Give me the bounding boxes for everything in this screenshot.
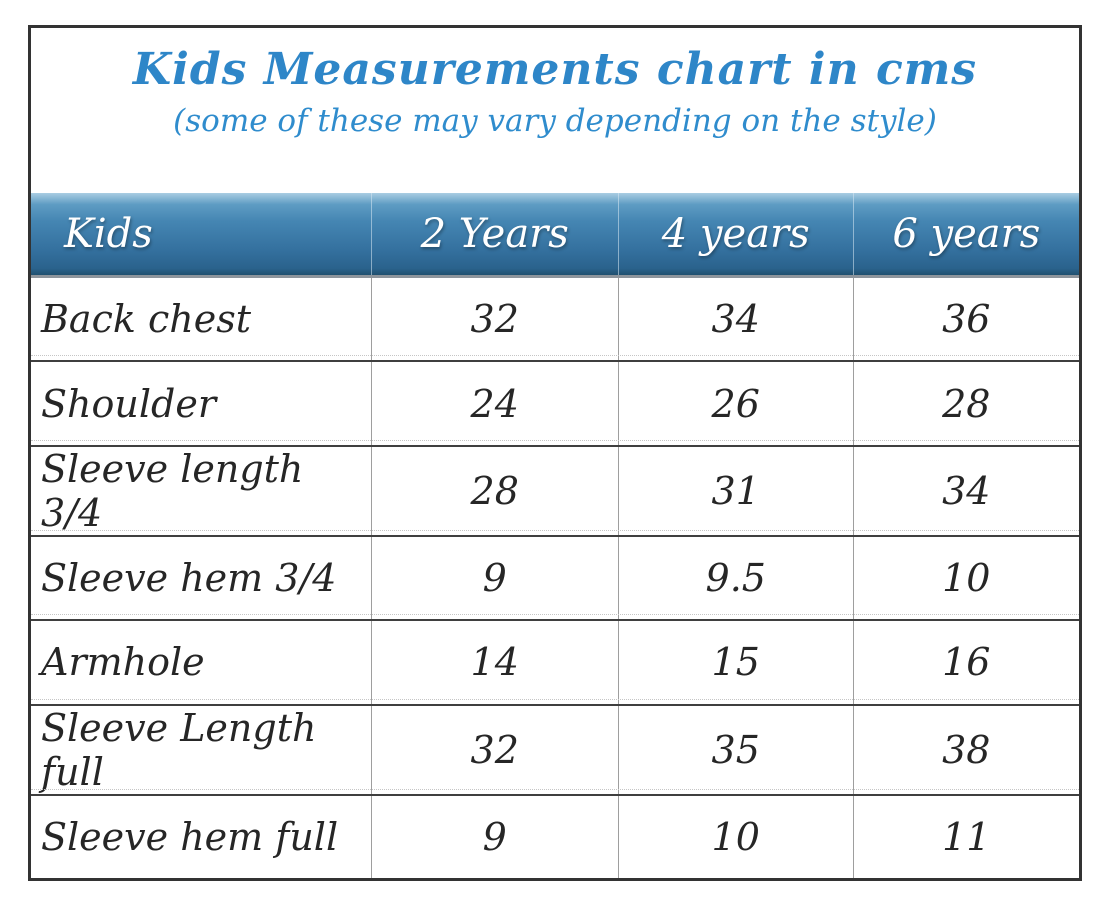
measurement-table: Kids 2 Years 4 years 6 years Back chest … bbox=[31, 193, 1079, 879]
table-header-row: Kids 2 Years 4 years 6 years bbox=[31, 193, 1079, 278]
cell-value: 31 bbox=[617, 446, 853, 535]
cell-value: 32 bbox=[370, 705, 618, 794]
cell-value: 10 bbox=[617, 795, 853, 879]
table-row-back-chest: Back chest 32 34 36 bbox=[31, 278, 1079, 363]
row-label: Shoulder bbox=[41, 381, 216, 426]
cell-value: 28 bbox=[852, 362, 1079, 445]
row-label: Sleeve Length full bbox=[41, 705, 317, 794]
cell-value: 9 bbox=[370, 795, 618, 879]
row-label: Sleeve hem 3/4 bbox=[41, 556, 337, 601]
table-row-armhole: Armhole 14 15 16 bbox=[31, 621, 1079, 706]
row-label: Sleeve length 3/4 bbox=[41, 446, 304, 535]
header-cell-kids: Kids bbox=[64, 211, 153, 257]
cell-value: 16 bbox=[852, 621, 1079, 704]
cell-value: 14 bbox=[370, 621, 618, 704]
cell-value: 11 bbox=[852, 795, 1079, 879]
table-row-sleeve-length-34: Sleeve length 3/4 28 31 34 bbox=[31, 446, 1079, 537]
cell-value: 9.5 bbox=[617, 536, 853, 620]
title-block: Kids Measurements chart in cms (some of … bbox=[31, 28, 1079, 193]
measurement-chart-panel: Kids Measurements chart in cms (some of … bbox=[28, 25, 1082, 881]
table-row-sleeve-length-full: Sleeve Length full 32 35 38 bbox=[31, 705, 1079, 796]
cell-value: 38 bbox=[852, 705, 1079, 794]
cell-value: 26 bbox=[617, 362, 853, 445]
page-title: Kids Measurements chart in cms bbox=[132, 44, 978, 95]
cell-value: 32 bbox=[370, 278, 618, 361]
cell-value: 10 bbox=[852, 536, 1079, 620]
row-label: Sleeve hem full bbox=[41, 814, 339, 859]
cell-value: 34 bbox=[852, 446, 1079, 535]
header-cell-4-years: 4 years bbox=[617, 193, 853, 275]
cell-value: 34 bbox=[617, 278, 853, 361]
table-row-sleeve-hem-34: Sleeve hem 3/4 9 9.5 10 bbox=[31, 536, 1079, 622]
cell-value: 9 bbox=[370, 536, 618, 620]
table-row-sleeve-hem-full: Sleeve hem full 9 10 11 bbox=[31, 795, 1079, 879]
cell-value: 36 bbox=[852, 278, 1079, 361]
cell-value: 35 bbox=[617, 705, 853, 794]
page-subtitle: (some of these may vary depending on the… bbox=[173, 103, 937, 139]
row-label: Armhole bbox=[41, 640, 205, 685]
header-cell-2-years: 2 Years bbox=[370, 193, 618, 275]
header-cell-6-years: 6 years bbox=[852, 193, 1079, 275]
cell-value: 15 bbox=[617, 621, 853, 704]
row-label: Back chest bbox=[41, 297, 251, 342]
cell-value: 24 bbox=[370, 362, 618, 445]
table-row-shoulder: Shoulder 24 26 28 bbox=[31, 362, 1079, 447]
cell-value: 28 bbox=[370, 446, 618, 535]
